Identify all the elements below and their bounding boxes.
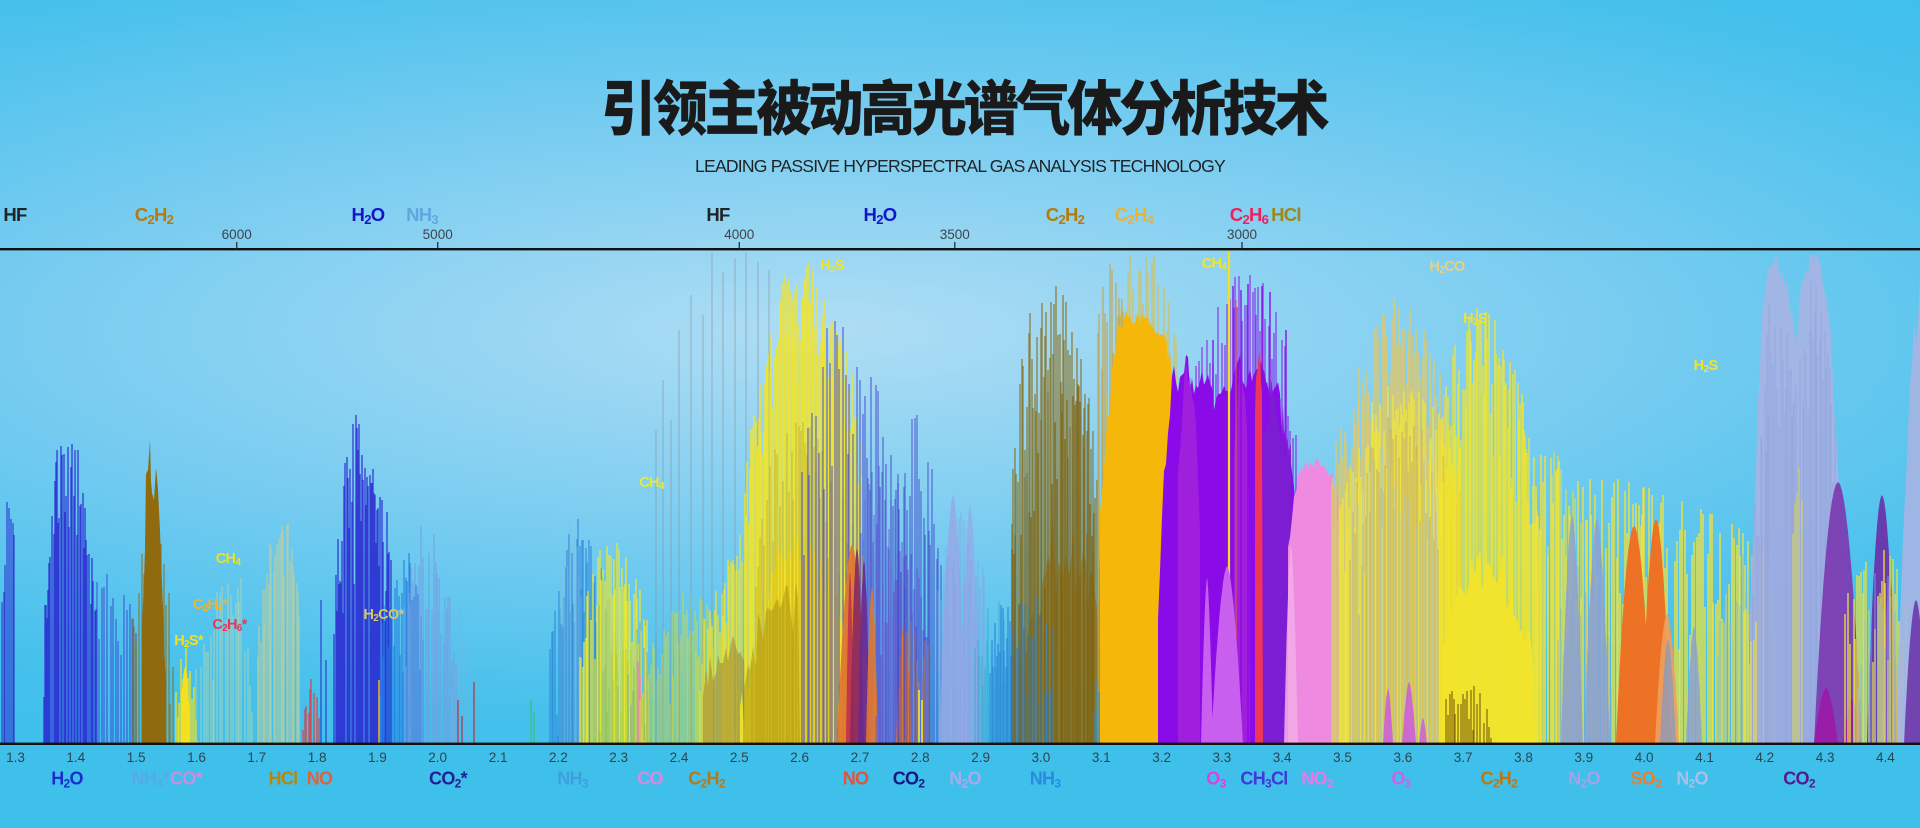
svg-text:SO2: SO2 [1630,769,1662,791]
svg-text:H2S*: H2S* [174,633,204,650]
svg-text:3.4: 3.4 [1273,750,1292,765]
svg-text:C2H2: C2H2 [135,204,174,227]
svg-text:1.9: 1.9 [368,750,387,765]
svg-text:NH3*: NH3* [132,769,170,791]
svg-text:LEADING PASSIVE HYPERSPECTRAL: LEADING PASSIVE HYPERSPECTRAL GAS ANALYS… [695,156,1226,176]
svg-text:C2H2: C2H2 [1481,769,1519,791]
svg-text:H2O: H2O [352,204,385,227]
svg-text:1.3: 1.3 [6,750,25,765]
svg-text:2.2: 2.2 [549,750,568,765]
svg-text:4.1: 4.1 [1695,750,1714,765]
svg-text:CO2: CO2 [893,769,926,791]
svg-text:CO2: CO2 [1783,769,1816,791]
svg-text:N2O: N2O [1568,769,1600,791]
svg-text:1.4: 1.4 [66,750,85,765]
svg-text:2.0: 2.0 [428,750,447,765]
svg-text:H2S: H2S [820,258,845,275]
svg-text:C2H4*: C2H4* [193,597,228,614]
svg-text:3.2: 3.2 [1152,750,1171,765]
svg-text:4.2: 4.2 [1755,750,1774,765]
svg-text:HF: HF [3,204,27,225]
svg-text:H2O: H2O [51,769,83,791]
svg-text:C2H6: C2H6 [1230,204,1269,227]
svg-text:2.4: 2.4 [670,750,689,765]
svg-text:N2O: N2O [949,769,981,791]
svg-text:2.6: 2.6 [790,750,809,765]
svg-text:H2CO*: H2CO* [364,607,405,624]
svg-text:H2S: H2S [1463,311,1488,328]
svg-text:2.7: 2.7 [851,750,870,765]
svg-text:C2H2: C2H2 [688,769,726,791]
svg-text:5000: 5000 [423,227,453,242]
svg-text:C2H2: C2H2 [1046,204,1085,227]
svg-text:NO2: NO2 [1301,769,1334,791]
svg-text:2.3: 2.3 [609,750,628,765]
svg-text:3.9: 3.9 [1574,750,1593,765]
svg-text:3.5: 3.5 [1333,750,1352,765]
svg-text:CH3Cl: CH3Cl [1240,769,1287,791]
svg-text:N2O: N2O [1676,769,1708,791]
svg-text:NO: NO [307,769,333,789]
svg-text:3.0: 3.0 [1032,750,1051,765]
svg-text:1.8: 1.8 [308,750,327,765]
svg-text:HF: HF [706,204,730,225]
svg-text:4.4: 4.4 [1876,750,1895,765]
svg-text:C2H6*: C2H6* [212,617,247,634]
svg-text:4.3: 4.3 [1816,750,1835,765]
svg-text:3.6: 3.6 [1394,750,1413,765]
svg-text:3.1: 3.1 [1092,750,1111,765]
svg-text:H2CO: H2CO [1429,259,1464,276]
svg-text:NH3: NH3 [1030,769,1062,791]
svg-text:H2S: H2S [1694,358,1719,375]
svg-text:C2H4: C2H4 [1115,204,1155,227]
svg-text:3000: 3000 [1227,227,1257,242]
svg-text:2.1: 2.1 [489,750,508,765]
svg-text:3.8: 3.8 [1514,750,1533,765]
svg-text:1.5: 1.5 [127,750,146,765]
svg-text:NH3: NH3 [557,769,589,791]
svg-text:2.9: 2.9 [971,750,990,765]
svg-text:4.0: 4.0 [1635,750,1654,765]
svg-text:3.7: 3.7 [1454,750,1473,765]
svg-text:HCl: HCl [1271,204,1301,225]
svg-text:2.5: 2.5 [730,750,749,765]
svg-text:1.7: 1.7 [247,750,266,765]
svg-text:HCl: HCl [269,769,298,789]
svg-text:4000: 4000 [724,227,754,242]
svg-text:CO2*: CO2* [429,769,468,791]
svg-text:H2O: H2O [864,204,897,227]
svg-text:1.6: 1.6 [187,750,206,765]
svg-text:3.3: 3.3 [1213,750,1232,765]
svg-text:NO: NO [843,769,869,789]
svg-text:6000: 6000 [222,227,252,242]
svg-text:CO*: CO* [170,769,203,789]
svg-text:NH3: NH3 [406,204,438,227]
svg-text:2.8: 2.8 [911,750,930,765]
svg-text:CO: CO [637,769,663,789]
svg-text:3500: 3500 [940,227,970,242]
